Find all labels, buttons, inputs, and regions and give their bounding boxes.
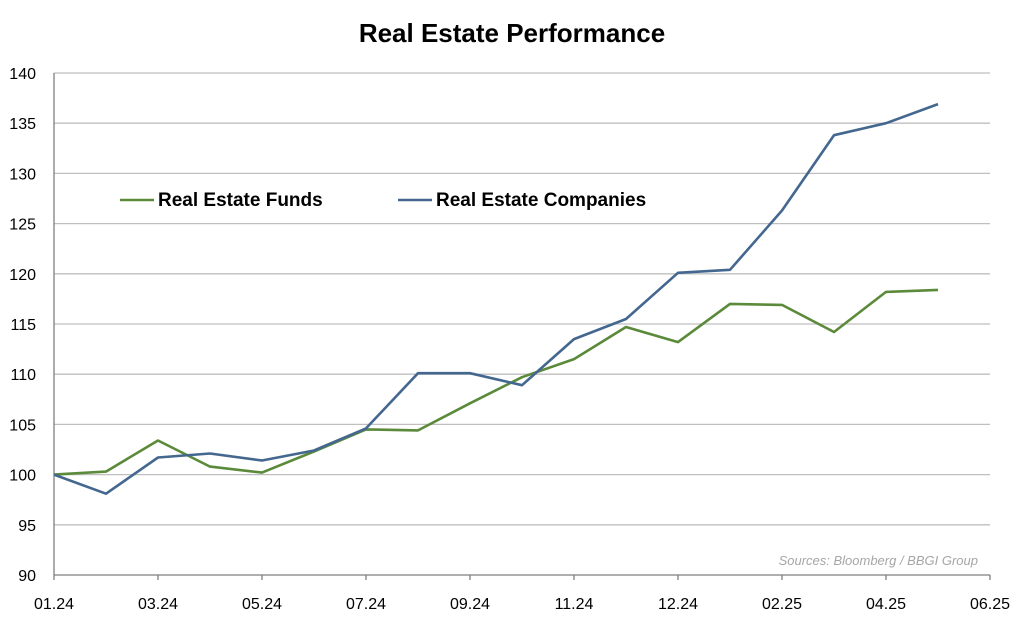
legend-label: Real Estate Funds — [158, 190, 323, 211]
x-tick-label: 11.24 — [555, 596, 594, 613]
y-tick-label: 135 — [9, 116, 36, 133]
x-tick-label: 06.25 — [970, 596, 1010, 613]
y-tick-label: 90 — [18, 568, 36, 585]
y-tick-label: 140 — [9, 66, 36, 83]
x-tick-label: 02.25 — [762, 596, 802, 613]
y-tick-label: 130 — [9, 166, 36, 183]
y-tick-label: 115 — [10, 317, 36, 334]
x-tick-label: 12.24 — [658, 596, 698, 613]
y-tick-label: 95 — [18, 518, 36, 535]
y-tick-label: 105 — [9, 417, 36, 434]
x-tick-label: 01.24 — [34, 596, 74, 613]
y-tick-label: 125 — [9, 217, 36, 234]
x-axis-tick-labels: 01.24 03.24 05.24 07.24 09.24 11.24 12.24 02.25… — [34, 575, 1010, 613]
series-line-2 — [53, 102, 939, 496]
x-tick-label: 04.25 — [866, 596, 906, 613]
y-tick-label: 100 — [9, 468, 36, 485]
series-line-1 — [53, 288, 939, 476]
x-tick-label: 03.24 — [138, 596, 178, 613]
y-tick-label: 120 — [9, 267, 36, 284]
x-tick-label: 09.24 — [450, 596, 490, 613]
legend-label: Real Estate Companies — [436, 190, 646, 211]
series-lines — [53, 102, 939, 496]
source-note: Sources: Bloomberg / BBGI Group — [779, 553, 978, 568]
x-tick-label: 07.24 — [346, 596, 386, 613]
chart-title: Real Estate Performance — [359, 18, 665, 48]
legend: Real Estate Funds Real Estate Companies — [120, 190, 646, 211]
gridlines — [53, 72, 990, 576]
y-axis-tick-labels: 90 95 100 105 110 115 120 125 130 135 140 — [9, 66, 36, 585]
x-tick-label: 05.24 — [242, 596, 282, 613]
y-tick-label: 110 — [10, 367, 36, 384]
